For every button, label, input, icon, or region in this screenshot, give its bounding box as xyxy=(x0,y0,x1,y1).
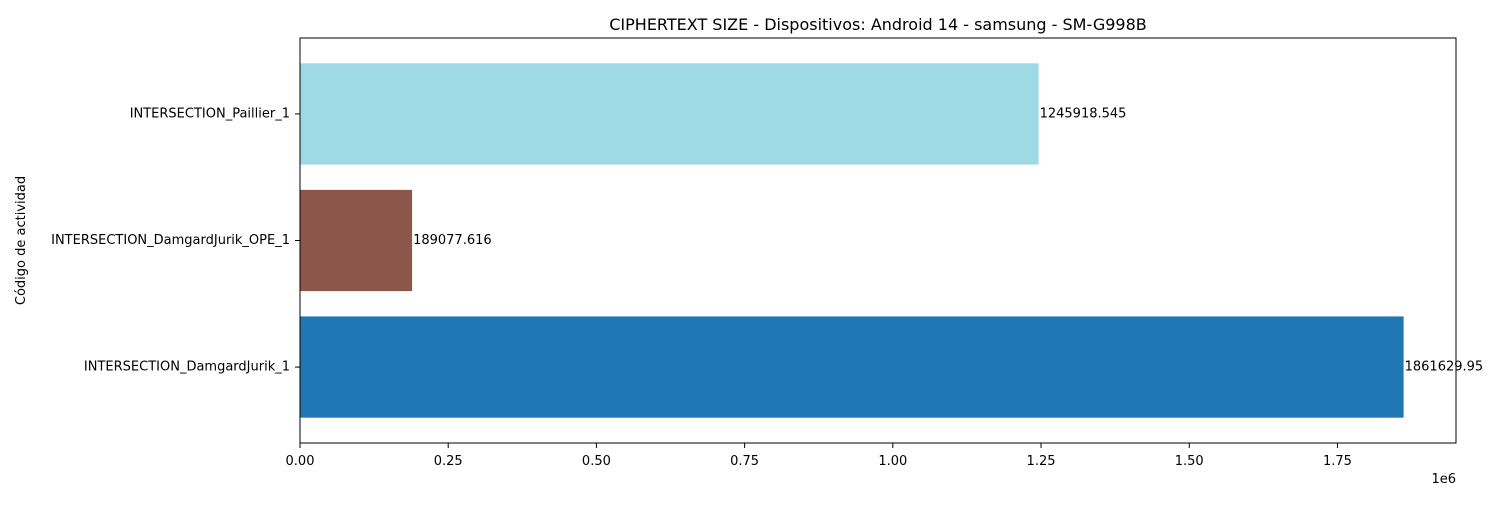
y-tick-label: INTERSECTION_Paillier_1 xyxy=(130,106,290,121)
bar-INTERSECTION_DamgardJurik_OPE_1 xyxy=(300,189,413,292)
x-tick-label: 0.00 xyxy=(286,454,315,469)
x-tick-label: 0.25 xyxy=(434,454,463,469)
x-tick-label: 1.75 xyxy=(1323,454,1352,469)
x-tick-label: 1.00 xyxy=(878,454,907,469)
x-tick-label: 1.50 xyxy=(1175,454,1204,469)
data-label-INTERSECTION_Paillier_1: 1245918.545 xyxy=(1040,106,1127,121)
ticks-layer: INTERSECTION_DamgardJurik_1 INTERSECTION_… xyxy=(51,106,1352,469)
x-tick-label: 1.25 xyxy=(1027,454,1056,469)
x-axis-offset-text: 1e6 xyxy=(1431,472,1456,487)
bar-INTERSECTION_Paillier_1 xyxy=(300,63,1039,165)
y-tick-label: INTERSECTION_DamgardJurik_1 xyxy=(84,360,290,375)
x-tick-label: 0.75 xyxy=(730,454,759,469)
data-label-INTERSECTION_DamgardJurik_1: 1861629.95 xyxy=(1405,360,1484,375)
y-axis-label: Código de actividad xyxy=(14,176,29,305)
y-tick-label: INTERSECTION_DamgardJurik_OPE_1 xyxy=(51,233,290,248)
bar-INTERSECTION_DamgardJurik_1 xyxy=(300,316,1404,418)
chart-title: CIPHERTEXT SIZE - Dispositivos: Android … xyxy=(609,15,1147,34)
plot-frame xyxy=(299,37,1457,444)
bars-layer: 1861629.95 189077.616 1245918.545 xyxy=(300,63,1484,418)
data-label-INTERSECTION_DamgardJurik_OPE_1: 189077.616 xyxy=(413,233,492,248)
x-tick-label: 0.50 xyxy=(582,454,611,469)
